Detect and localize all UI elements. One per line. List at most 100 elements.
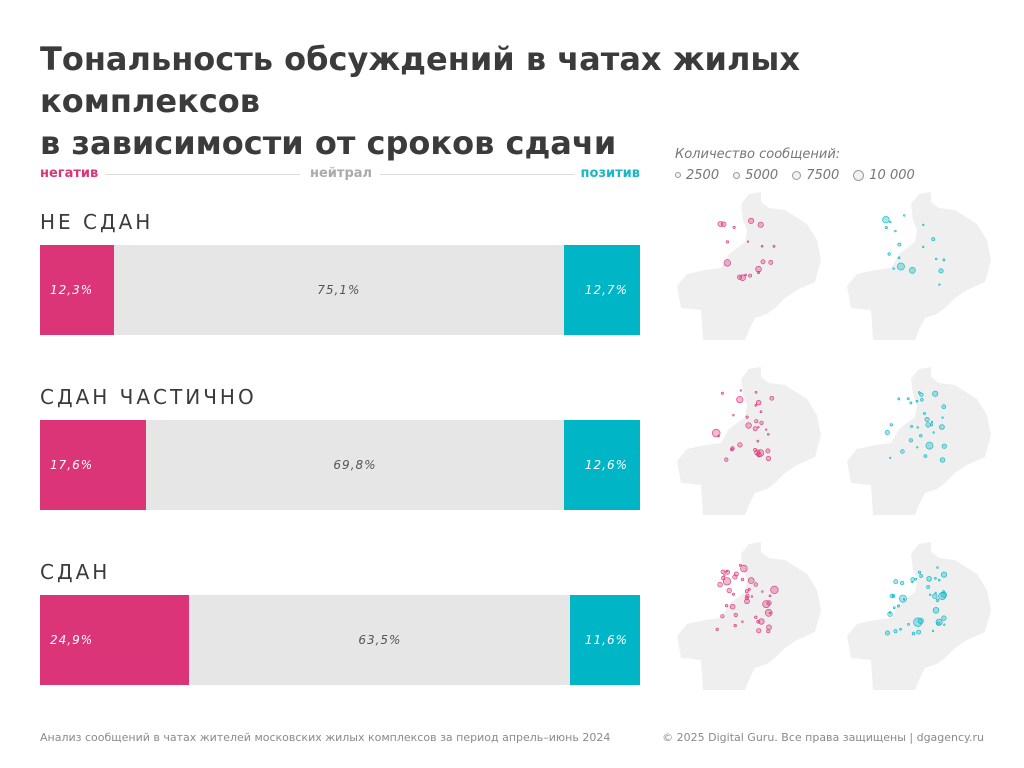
footer-note: Анализ сообщений в чатах жителей московс… [40, 731, 611, 744]
size-legend-label: 2500 [686, 167, 720, 183]
message-dot [911, 631, 916, 636]
message-dot [755, 399, 762, 406]
message-dot [724, 457, 729, 462]
bar-segment-neutral: 63,5% [189, 595, 571, 685]
circle-icon [853, 169, 865, 181]
message-dot [909, 267, 916, 274]
message-dot [934, 576, 937, 580]
bar-segment-neutral: 75,1% [113, 245, 564, 335]
message-dot [932, 390, 939, 397]
message-dot [919, 574, 923, 578]
message-dot [757, 426, 760, 429]
message-dot [930, 420, 934, 424]
message-dot [889, 456, 892, 459]
message-dot [765, 455, 772, 462]
message-dot [739, 563, 742, 567]
message-dot [717, 221, 724, 227]
message-dot [760, 259, 766, 265]
message-dot [915, 399, 919, 403]
message-dot [916, 426, 919, 429]
message-dot [758, 618, 765, 625]
message-dot [919, 392, 924, 397]
message-dot [745, 415, 749, 419]
message-dot [732, 413, 735, 417]
category-label: СДАН [40, 560, 111, 584]
message-dot [769, 395, 775, 401]
message-dot [723, 259, 731, 267]
message-count-legend: Количество сообщений: 2500 5000 7500 10 … [675, 146, 929, 184]
data-label: 63,5% [358, 633, 402, 647]
message-dot [909, 401, 913, 405]
message-dot [726, 587, 732, 594]
message-dot [731, 592, 735, 596]
moscow-region-shape [677, 542, 821, 690]
message-dot [884, 226, 888, 230]
message-dot [896, 604, 900, 608]
message-dot [744, 598, 750, 605]
circle-icon [733, 171, 741, 179]
message-dot [747, 577, 755, 584]
message-dot [935, 598, 940, 602]
message-dot [724, 569, 730, 575]
message-dot [899, 580, 905, 586]
message-dot [931, 629, 935, 632]
message-dot [756, 451, 762, 458]
moscow-region-shape [677, 192, 821, 340]
message-dot [736, 396, 744, 404]
message-dot [729, 603, 736, 610]
legend-divider [380, 174, 575, 175]
message-dot [725, 570, 728, 573]
legend-divider [105, 174, 300, 175]
message-dot [722, 577, 732, 586]
message-dot [730, 447, 734, 452]
category-label: СДАН ЧАСТИЧНО [40, 385, 257, 409]
message-dot [772, 244, 776, 248]
message-dot [934, 257, 938, 261]
message-dot [932, 607, 940, 614]
message-dot [732, 574, 738, 580]
message-dot [748, 217, 755, 224]
message-dot [926, 576, 932, 582]
message-dot [943, 623, 946, 626]
message-dot [739, 274, 746, 281]
message-dot [754, 615, 758, 619]
message-dot [941, 571, 948, 578]
message-dot [900, 449, 905, 454]
message-dot [940, 591, 947, 598]
message-dot [925, 441, 934, 450]
message-dot [756, 439, 760, 443]
message-dot [744, 589, 749, 594]
message-dot [889, 423, 893, 427]
message-dot [899, 594, 907, 603]
message-dot [897, 397, 901, 401]
moscow-map-negative [677, 367, 821, 515]
message-dot [892, 606, 896, 609]
chart-title: Тональность обсуждений в чатах жилых ком… [40, 38, 1000, 164]
message-dot [892, 267, 895, 270]
message-dot [884, 630, 890, 636]
moscow-region-shape [847, 367, 991, 515]
message-dot [753, 582, 759, 587]
message-dot [717, 581, 723, 588]
circle-icon [675, 172, 681, 178]
message-dot [897, 262, 905, 271]
message-dot [889, 593, 895, 599]
message-dot [748, 273, 753, 278]
message-dot [893, 629, 898, 634]
message-dot [767, 433, 770, 436]
message-dot [917, 570, 922, 574]
data-label: 17,6% [50, 458, 94, 472]
message-count-caption: Количество сообщений: [675, 147, 841, 162]
data-label: 11,6% [584, 633, 628, 647]
message-dot [759, 420, 764, 425]
message-dot [941, 404, 947, 410]
message-dot [768, 594, 772, 598]
message-dot [932, 431, 935, 434]
message-dot [934, 591, 937, 594]
bar-segment-positive: 11,6% [570, 595, 640, 685]
message-dot [768, 260, 774, 265]
message-dot [924, 416, 930, 422]
stacked-bar-delivered: 24,9% 63,5% 11,6% [40, 595, 640, 685]
message-dot [941, 443, 947, 449]
message-dot [923, 454, 928, 458]
